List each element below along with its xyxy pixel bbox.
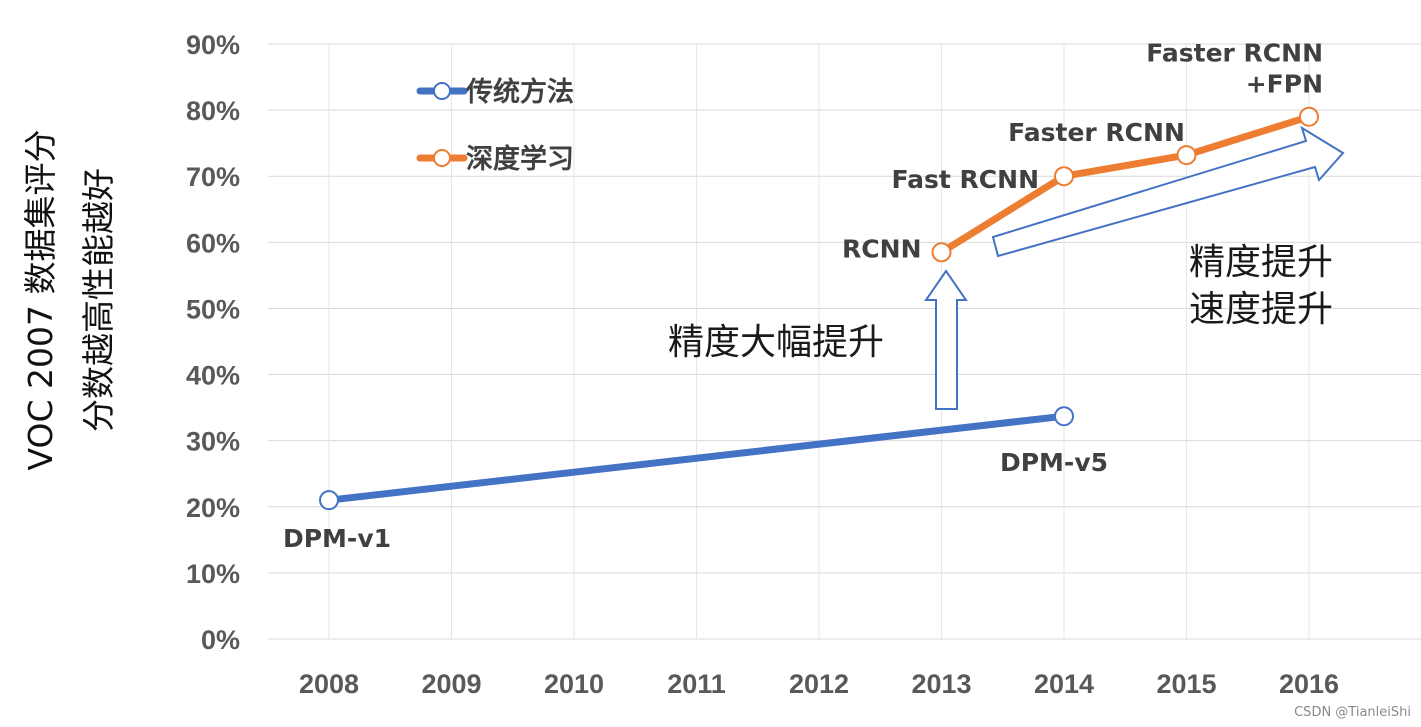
- y-tick-label: 10%: [186, 559, 240, 589]
- y-tick-label: 80%: [186, 96, 240, 126]
- legend-marker: [433, 149, 451, 167]
- x-tick-label: 2008: [299, 669, 359, 699]
- data-point-marker: [931, 242, 952, 263]
- point-labels: DPM-v1 DPM-v5 RCNN Fast RCNN Faster RCNN Fast…: [283, 39, 1323, 553]
- x-tick-label: 2014: [1034, 669, 1094, 699]
- annotation-trend-line: 速度提升: [1189, 289, 1333, 330]
- x-tick-label: 2011: [667, 669, 726, 699]
- watermark: CSDN @TianleiShi: [1294, 705, 1411, 720]
- y-tick-label: 90%: [186, 30, 240, 60]
- x-tick-label: 2010: [544, 669, 604, 699]
- legend-label: 深度学习: [466, 143, 574, 175]
- x-tick-label: 2015: [1156, 669, 1216, 699]
- x-axis-ticks: 2008 2009 2010 2011 2012 2013 2014 2015 2016: [299, 669, 1339, 699]
- data-point-marker: [1054, 166, 1074, 187]
- up-arrow: [924, 269, 968, 410]
- y-tick-label: 40%: [186, 361, 240, 391]
- data-point-label: Faster RCNN: [1008, 118, 1185, 147]
- y-tick-label: 0%: [201, 625, 240, 655]
- data-point-label: Faster RCNN: [1146, 39, 1323, 68]
- legend-label: 传统方法: [465, 76, 574, 108]
- trend-arrows: [924, 125, 1345, 410]
- x-tick-label: 2012: [789, 669, 849, 699]
- y-tick-label: 50%: [186, 294, 240, 324]
- y-axis-label-line: 分数越高性能越好: [79, 168, 118, 432]
- y-axis-ticks: 0% 10% 20% 30% 40% 50% 60% 70% 80% 90%: [186, 30, 240, 655]
- data-point-marker: [1176, 145, 1197, 166]
- data-point-label: +FPN: [1246, 70, 1323, 99]
- data-point-marker: [1299, 106, 1319, 127]
- annotation-trend-line: 精度提升: [1189, 242, 1333, 283]
- x-tick-label: 2016: [1279, 669, 1339, 699]
- series-line: [325, 412, 1068, 504]
- data-point-label: Fast RCNN: [892, 165, 1039, 194]
- data-point-label: RCNN: [842, 234, 921, 263]
- trend-arrow: [991, 125, 1345, 258]
- annotation-big-improvement: 精度大幅提升: [668, 322, 884, 363]
- y-axis-label-line: VOC 2007 数据集评分: [21, 130, 60, 471]
- data-point-label: DPM-v5: [1000, 448, 1108, 477]
- y-tick-label: 60%: [186, 228, 240, 258]
- y-tick-label: 20%: [186, 493, 240, 523]
- data-point-marker: [1054, 406, 1074, 427]
- gridlines: [268, 43, 1421, 640]
- data-point-label: DPM-v1: [283, 524, 391, 553]
- y-tick-label: 30%: [186, 427, 240, 457]
- legend-marker: [433, 82, 451, 100]
- x-tick-label: 2009: [421, 669, 481, 699]
- y-tick-label: 70%: [186, 162, 240, 192]
- y-axis-label: VOC 2007 数据集评分 分数越高性能越好: [21, 130, 118, 471]
- series-lines: [319, 106, 1319, 511]
- x-tick-label: 2013: [911, 669, 971, 699]
- series-line: [938, 113, 1313, 256]
- data-point-marker: [319, 490, 339, 511]
